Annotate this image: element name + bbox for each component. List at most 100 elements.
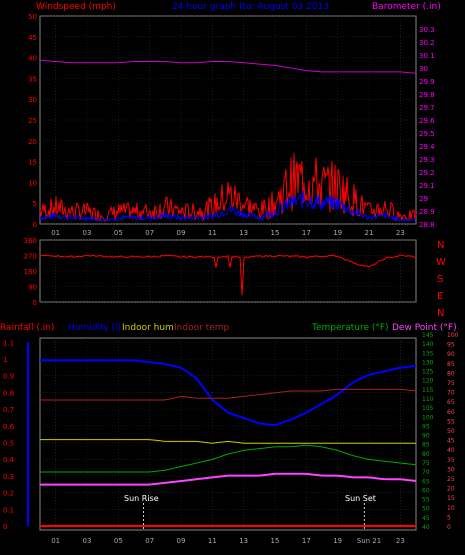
rainfall-tick-label: 0.1 (3, 506, 14, 514)
dew-point-tick-label: 5 (447, 514, 451, 521)
wind-baro-plot-frame (39, 15, 417, 225)
windspeed-tick-label: 45 (28, 34, 37, 42)
x-tick-label: 19 (333, 537, 342, 545)
temperature-tick-label: 115 (422, 387, 434, 394)
temperature-tick-label: 85 (422, 442, 430, 449)
dew-point-tick-label: 30 (447, 466, 455, 473)
rainfall-tick-label: 0 (3, 523, 7, 531)
barometer-axis-label: Barometer (.in) (372, 2, 441, 12)
dew-point-tick-label: 95 (447, 342, 455, 349)
x-tick-label: 05 (114, 537, 123, 545)
rainfall-tick-label: 1 (3, 356, 7, 364)
wind-direction-tick-label: 360 (24, 237, 37, 245)
x-tick-label: 11 (208, 229, 217, 237)
windspeed-tick-label: 15 (28, 159, 37, 167)
temperature-tick-label: 105 (422, 405, 434, 412)
panel-wind-direction: 0 90 180 270 360 (24, 237, 417, 307)
barometer-tick-label: 30.3 (419, 26, 435, 34)
barometer-tick-label: 30 (419, 65, 428, 73)
barometer-tick-label: 29.1 (419, 182, 435, 190)
x-tick-label: 15 (271, 229, 280, 237)
temperature-axis-label: Temperature (°F) (311, 323, 389, 333)
wind-direction-plot-frame (39, 239, 417, 303)
barometer-tick-label: 29.6 (419, 117, 435, 125)
compass-north-label-2: N (437, 308, 444, 319)
dew-point-axis-label: Dew Point (°F) (392, 323, 457, 333)
dew-point-tick-label: 70 (447, 390, 455, 397)
panel-temp-humidity: 00.10.20.30.40.50.60.70.80.911.140455055… (3, 332, 459, 545)
temperature-tick-label: 110 (422, 396, 434, 403)
dew-point-tick-label: 55 (447, 418, 455, 425)
temperature-tick-label: 80 (422, 451, 430, 458)
x-tick-label: 19 (333, 229, 342, 237)
temperature-tick-label: 60 (422, 487, 430, 494)
dew-point-tick-label: 45 (447, 438, 455, 445)
dew-point-tick-label: 75 (447, 380, 455, 387)
wind-direction-tick-label: 90 (28, 284, 37, 292)
windspeed-tick-label: 35 (28, 75, 37, 83)
x-tick-label: 01 (51, 229, 60, 237)
temperature-tick-label: 135 (422, 350, 434, 357)
temperature-tick-label: 145 (422, 332, 434, 339)
sunrise-label: Sun Rise (124, 494, 159, 503)
temperature-tick-label: 55 (422, 497, 430, 504)
temperature-tick-label: 95 (422, 423, 430, 430)
rainfall-tick-label: 0.7 (3, 406, 14, 414)
temperature-line (40, 444, 417, 473)
barometer-tick-label: 30.2 (419, 39, 435, 47)
barometer-tick-label: 30.1 (419, 52, 435, 60)
windspeed-tick-label: 40 (28, 55, 37, 63)
x-tick-label: Sun 21 (357, 537, 381, 545)
windgust-line (39, 190, 417, 223)
x-tick-label: 09 (177, 537, 186, 545)
windspeed-tick-label: 25 (28, 117, 37, 125)
windspeed-tick-label: 20 (28, 138, 37, 146)
x-tick-label: 23 (396, 537, 405, 545)
barometer-tick-label: 28.9 (419, 208, 435, 216)
dew-point-tick-label: 20 (447, 486, 455, 493)
x-tick-label: 03 (83, 537, 92, 545)
temperature-tick-label: 45 (422, 515, 430, 522)
rainfall-axis-label: Rainfall (.in) (0, 323, 54, 333)
x-tick-label: 13 (239, 229, 248, 237)
x-tick-label: 17 (302, 229, 311, 237)
compass-east-label: E (437, 291, 443, 302)
barometer-tick-label: 29.7 (419, 104, 435, 112)
dew-point-tick-label: 0 (447, 524, 451, 531)
barometer-line (39, 59, 417, 74)
wind-direction-tick-label: 180 (24, 268, 37, 276)
rainfall-tick-label: 1.1 (3, 339, 14, 347)
temperature-tick-label: 75 (422, 460, 430, 467)
x-tick-label: 11 (208, 537, 217, 545)
temperature-tick-label: 65 (422, 478, 430, 485)
rainfall-tick-label: 0.6 (3, 423, 15, 431)
temperature-tick-label: 130 (422, 359, 434, 366)
compass-west-label: W (436, 257, 446, 268)
dew-point-tick-label: 90 (447, 351, 455, 358)
dew-point-tick-label: 40 (447, 447, 455, 454)
wind-direction-line (39, 254, 417, 296)
windspeed-tick-label: 0 (33, 221, 37, 229)
temperature-tick-label: 140 (422, 341, 434, 348)
windspeed-axis-label: Windspeed (mph) (36, 2, 116, 12)
sunset-label: Sun Set (345, 494, 376, 503)
x-tick-label: 23 (396, 229, 405, 237)
x-tick-label: 21 (365, 229, 374, 237)
barometer-tick-label: 29.5 (419, 130, 435, 138)
windspeed-line (39, 152, 417, 223)
compass-north-label: N (437, 240, 444, 251)
temperature-tick-label: 125 (422, 369, 434, 376)
barometer-tick-label: 29.3 (419, 156, 435, 164)
temperature-tick-label: 90 (422, 433, 430, 440)
dew-point-tick-label: 85 (447, 361, 455, 368)
temperature-tick-label: 50 (422, 506, 430, 513)
dew-point-tick-label: 50 (447, 428, 455, 435)
rainfall-tick-label: 0.3 (3, 473, 14, 481)
dew-point-tick-label: 60 (447, 409, 455, 416)
rainfall-tick-label: 0.2 (3, 490, 14, 498)
x-tick-label: 13 (239, 537, 248, 545)
indoor-temp-legend-label: Indoor temp (174, 323, 229, 333)
windspeed-tick-label: 50 (28, 13, 37, 21)
humidity-legend-label: Humidity (l) (68, 323, 121, 333)
